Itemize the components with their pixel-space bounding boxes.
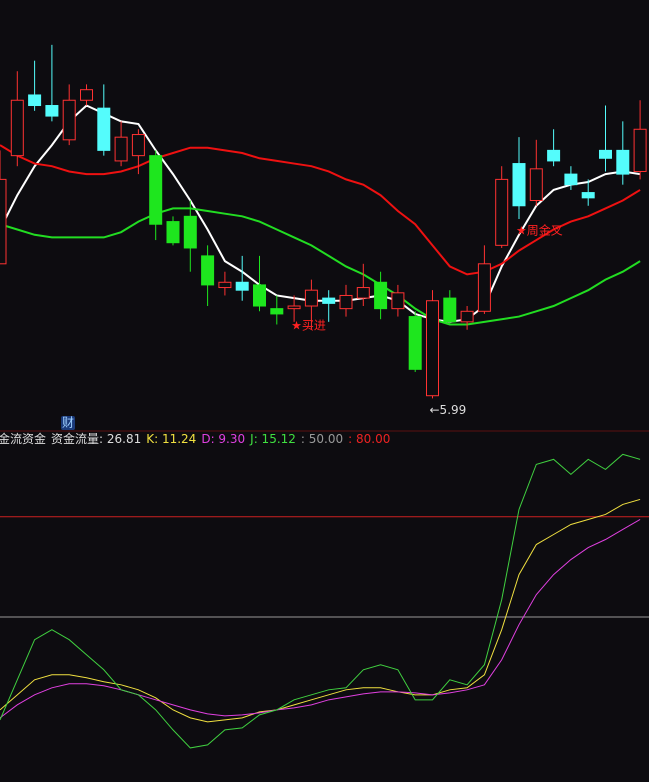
- candle-body: [339, 294, 353, 310]
- candle-body: [374, 281, 388, 310]
- indicator-name: 金流资金: [0, 431, 46, 446]
- candle-body: [391, 292, 405, 310]
- candle-body: [547, 149, 561, 162]
- candle-body: [529, 168, 543, 201]
- candle-body: [564, 173, 578, 186]
- candle-body: [166, 221, 180, 244]
- candle-body: [183, 215, 197, 249]
- annotation: ★周金叉: [516, 222, 563, 237]
- candle-body: [304, 289, 318, 307]
- annotation: ←5.99: [430, 403, 467, 417]
- indicator-line: [0, 498, 641, 723]
- candle-body: [253, 284, 266, 307]
- badge: 财: [62, 416, 74, 430]
- candle-body: [633, 128, 647, 172]
- candle-body: [10, 99, 24, 157]
- candle-body: [201, 255, 215, 286]
- readout: 资金流量: 26.81: [51, 431, 141, 446]
- candle-body: [114, 136, 128, 162]
- candle-body: [495, 178, 509, 246]
- candle-body: [443, 297, 457, 323]
- readout: D: 9.30: [201, 432, 245, 446]
- candle-body: [581, 192, 595, 199]
- readout: J: 15.12: [249, 432, 296, 446]
- candle-body: [599, 149, 612, 159]
- candle-body: [149, 155, 163, 225]
- candle-body: [80, 89, 93, 101]
- candle-body: [0, 178, 7, 265]
- candle-body: [477, 263, 491, 312]
- candle-body: [408, 316, 422, 370]
- candle-body: [287, 305, 301, 310]
- candle-body: [235, 281, 249, 291]
- candle-body: [45, 105, 59, 117]
- readout: : 50.00: [301, 432, 343, 446]
- candle-body: [131, 134, 145, 157]
- annotation: ★买进: [291, 318, 326, 332]
- candle-body: [356, 287, 370, 299]
- indicator-header: 金流资金 资金流量: 26.81 K: 11.24 D: 9.30 J: 15.12 : …: [0, 431, 390, 446]
- candle-body: [616, 149, 630, 175]
- candle-body: [460, 310, 474, 323]
- readout: K: 11.24: [146, 432, 196, 446]
- indicator-line: [0, 453, 641, 749]
- readout: : 80.00: [348, 432, 390, 446]
- candle-body: [270, 308, 284, 315]
- candle-body: [97, 107, 111, 151]
- candle-body: [322, 297, 336, 304]
- candle-body: [28, 94, 42, 107]
- candle-body: [512, 163, 526, 207]
- candle-body: [218, 281, 232, 289]
- candle-body: [426, 300, 439, 397]
- indicator-line: [0, 519, 641, 719]
- candle-body: [62, 99, 76, 141]
- badge-box: [61, 416, 75, 430]
- moving-average-line: [0, 207, 641, 326]
- moving-average-line: [0, 144, 641, 276]
